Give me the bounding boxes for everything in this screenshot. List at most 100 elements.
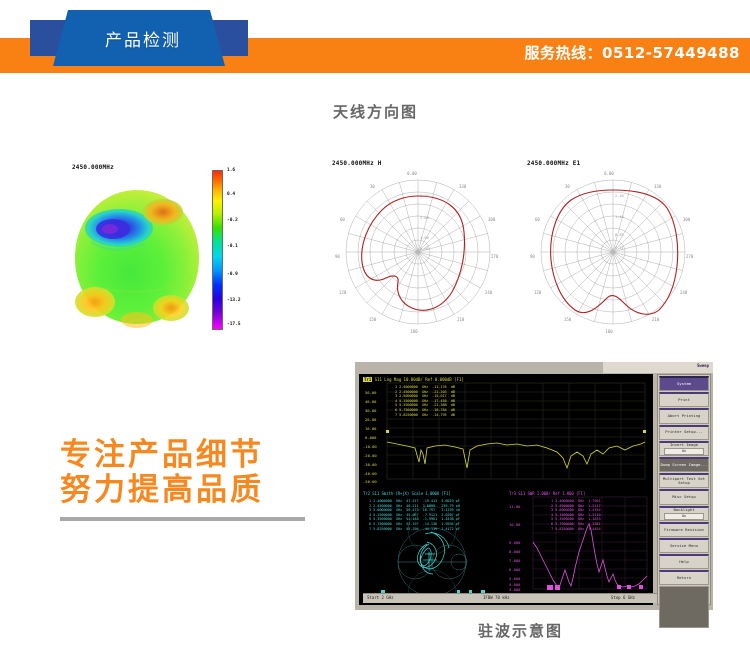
vna-softkey-label: Print bbox=[678, 397, 690, 403]
vna-softkey-label: Help bbox=[679, 558, 689, 564]
vna-softkey-state: On bbox=[663, 448, 705, 455]
vna-softkey-blank bbox=[659, 586, 709, 629]
colorbar-tick-2: -0.2 bbox=[227, 218, 238, 223]
vna-softkey-state: On bbox=[663, 513, 705, 520]
colorbar-tick-5: -13.2 bbox=[227, 298, 241, 303]
colorbar-gradient bbox=[212, 170, 223, 330]
vna-softkey-menu[interactable]: System Print Abort Printing Printer Setup..… bbox=[657, 374, 711, 629]
svg-text:10.00: 10.00 bbox=[509, 522, 521, 527]
vna-softkey-label: Printer Setup... bbox=[665, 429, 703, 435]
vna-trace1-channel-tag: Tr1 S11 Log Mag 10.00dB/ Ref 0.000dB [F1… bbox=[363, 377, 464, 382]
service-hotline: 服务热线：0512-57449488 bbox=[524, 44, 740, 62]
vna-softkey-label: Backlight bbox=[673, 506, 695, 512]
vna-status-stop: Stop 6 GHz bbox=[610, 595, 635, 600]
svg-text:2.00: 2.00 bbox=[420, 216, 429, 220]
svg-text:120: 120 bbox=[534, 290, 542, 295]
pattern-3d-figure: 2450.000MHz bbox=[62, 158, 262, 343]
svg-text:210: 210 bbox=[457, 317, 465, 322]
vna-marker-table-smith: 1 2.4000000 GHz 47.517 -19.413 4.6019 pF… bbox=[369, 499, 460, 531]
svg-text:30.00: 30.00 bbox=[365, 408, 377, 413]
vna-channel-tag-label: Tr1 bbox=[363, 377, 373, 382]
svg-text:5.000: 5.000 bbox=[509, 576, 521, 581]
vna-trace1-header: S11 Log Mag 10.00dB/ Ref 0.000dB [F1] bbox=[374, 377, 464, 382]
vna-softkey-service-menu[interactable]: Service Menu bbox=[659, 537, 709, 554]
vna-softkey-label: Service Menu bbox=[669, 542, 699, 548]
svg-text:150: 150 bbox=[369, 317, 377, 322]
svg-text:180: 180 bbox=[410, 329, 418, 334]
svg-text:2.20: 2.20 bbox=[615, 194, 624, 198]
vna-softkey-label: Misc Setup bbox=[672, 494, 696, 500]
svg-text:120: 120 bbox=[339, 290, 347, 295]
page-title-antenna-pattern: 天线方向图 bbox=[333, 103, 419, 121]
svg-text:0.11: 0.11 bbox=[615, 246, 624, 250]
polar-h-graphic: 0.00 330 300 270 240 210 180 150 120 90 … bbox=[335, 171, 499, 334]
polar-plot-h-plane: 2450.000MHz H bbox=[328, 158, 508, 338]
vna-softkey-multiport-test-set-setup[interactable]: Multiport Test Set Setup bbox=[659, 473, 709, 489]
vna-menu-title: Sweep bbox=[696, 363, 709, 368]
svg-text:3.00: 3.00 bbox=[420, 194, 429, 198]
svg-text:60: 60 bbox=[535, 217, 540, 222]
slogan-line-1: 专注产品细节 bbox=[60, 437, 264, 473]
svg-text:180: 180 bbox=[605, 329, 613, 334]
vna-trace-swr[interactable]: Tr3 S11 SWR 1.000/ Ref 1.000 [F1] bbox=[507, 490, 651, 598]
vna-softkey-backlight[interactable]: Backlight On bbox=[659, 505, 709, 521]
svg-text:330: 330 bbox=[459, 184, 467, 189]
colorbar-tick-6: -17.5 bbox=[227, 322, 241, 327]
svg-text:8.000: 8.000 bbox=[509, 549, 521, 554]
svg-text:6.000: 6.000 bbox=[509, 567, 521, 572]
vna-softkey-misc-setup[interactable]: Misc Setup bbox=[659, 489, 709, 505]
vna-marker-table-logmag: 1 2.4000000 GHz -11.176 dB 2 2.4500000 G… bbox=[395, 385, 455, 417]
vna-status-bar: Start 2 GHz IFBW 70 kHz Stop 6 GHz bbox=[363, 593, 657, 603]
vna-smith-graphic bbox=[381, 505, 485, 619]
svg-text:40.00: 40.00 bbox=[365, 399, 377, 404]
svg-text:-10.00: -10.00 bbox=[363, 444, 377, 449]
slogan-block: 专注产品细节 努力提高品质 bbox=[60, 438, 350, 521]
svg-text:11.00: 11.00 bbox=[509, 504, 521, 509]
svg-text:50.00: 50.00 bbox=[365, 390, 377, 395]
vna-softkey-help[interactable]: Help bbox=[659, 554, 709, 570]
vna-swr-graphic: 11.00 10.00 9.000 8.000 7.000 6.000 5.00… bbox=[509, 496, 648, 597]
svg-text:3.000: 3.000 bbox=[509, 587, 521, 592]
vna-trace-smith[interactable]: Tr2 S11 Smith (R+jX) Scale 1.000U [F1] 1… bbox=[361, 490, 503, 619]
vna-status-start: Start 2 GHz bbox=[367, 595, 394, 600]
svg-text:9.000: 9.000 bbox=[509, 540, 521, 545]
svg-text:210: 210 bbox=[652, 317, 660, 322]
slogan-line-2: 努力提高品质 bbox=[60, 472, 264, 508]
page-header: 产品检测 服务热线：0512-57449488 bbox=[0, 0, 750, 90]
svg-text:0.89: 0.89 bbox=[615, 233, 624, 237]
vna-softkey-dump-screen-image[interactable]: Dump Screen Image... bbox=[659, 456, 709, 473]
vna-softkey-invert-image[interactable]: Invert Image On bbox=[659, 440, 709, 456]
svg-text:-40.00: -40.00 bbox=[363, 471, 377, 476]
colorbar-tick-3: -0.1 bbox=[227, 244, 238, 249]
svg-text:60: 60 bbox=[340, 217, 345, 222]
colorbar-tick-0: 1.6 bbox=[227, 168, 236, 173]
svg-text:-50.00: -50.00 bbox=[363, 479, 377, 484]
svg-text:1.00: 1.00 bbox=[420, 236, 429, 240]
vna-softkey-label: System bbox=[676, 380, 692, 386]
colorbar-tick-4: -0.9 bbox=[227, 272, 238, 277]
vna-softkey-printer-setup[interactable]: Printer Setup... bbox=[659, 424, 709, 440]
vna-softkey-firmware-revision[interactable]: Firmware Revision bbox=[659, 521, 709, 537]
ribbon-label: 产品检测 bbox=[105, 30, 181, 51]
svg-text:0.00: 0.00 bbox=[407, 171, 417, 176]
svg-text:240: 240 bbox=[485, 290, 493, 295]
svg-text:270: 270 bbox=[491, 254, 499, 259]
vna-softkey-label: Dump Screen Image... bbox=[660, 461, 708, 467]
vna-trace-logmag[interactable]: 50.00 40.00 30.00 20.00 10.00 0.000 -10.… bbox=[361, 376, 651, 486]
vna-softkey-label: Return bbox=[676, 575, 692, 581]
svg-text:-20.00: -20.00 bbox=[363, 453, 377, 458]
vna-softkey-system[interactable]: System bbox=[659, 376, 709, 392]
section-ribbon: 产品检测 bbox=[30, 10, 248, 66]
polar-e1-title: 2450.000MHz E1 bbox=[527, 160, 581, 167]
pattern-3d-lobe bbox=[75, 190, 199, 328]
vna-softkey-print[interactable]: Print bbox=[659, 392, 709, 408]
svg-text:20.00: 20.00 bbox=[365, 417, 377, 422]
vna-softkey-return[interactable]: Return bbox=[659, 570, 709, 586]
svg-text:30: 30 bbox=[370, 184, 375, 189]
svg-text:10.00: 10.00 bbox=[365, 426, 377, 431]
svg-text:0.00: 0.00 bbox=[420, 247, 429, 251]
vna-screenshot: Sweep bbox=[355, 362, 713, 629]
vna-softkey-label: Abort Printing bbox=[667, 413, 701, 419]
vna-softkey-abort-printing[interactable]: Abort Printing bbox=[659, 408, 709, 424]
